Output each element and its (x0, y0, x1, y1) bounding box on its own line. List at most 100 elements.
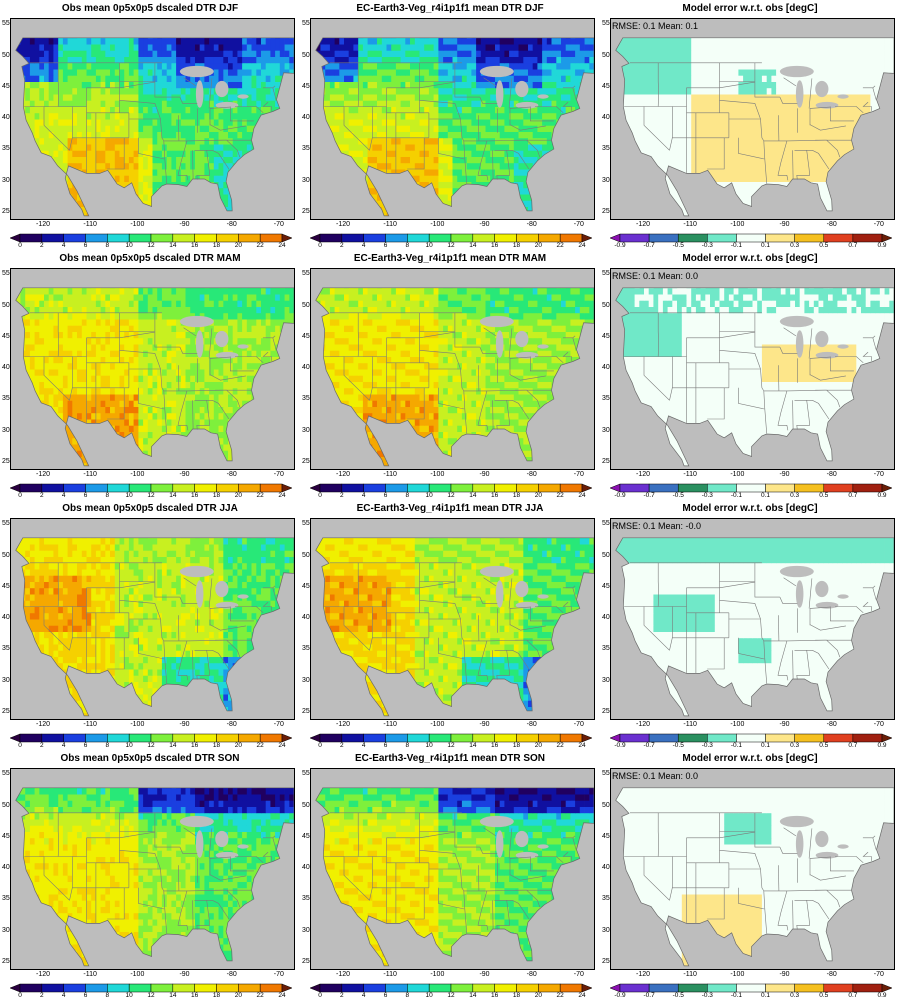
colorbar-tick-label: 10 (119, 742, 139, 749)
colorbar-tick-label: 4 (54, 242, 74, 249)
lat-tick-label: 25 (602, 208, 610, 215)
colorbar-tick-label: 22 (550, 992, 570, 999)
lat-tick-label: 40 (302, 614, 310, 621)
colorbar-swatch (494, 983, 517, 993)
colorbar-swatch (648, 733, 679, 743)
lon-tick-label: -100 (122, 971, 152, 978)
lake (479, 315, 514, 328)
map-frame (10, 518, 295, 720)
colorbar-tick-label: 4 (354, 742, 374, 749)
lake (537, 844, 549, 849)
map-frame: RMSE: 0.1 Mean: 0.0 (610, 768, 895, 970)
colorbar-swatch (450, 483, 474, 493)
colorbar-swatch (259, 233, 283, 243)
lake (815, 330, 829, 348)
lon-tick-label: -70 (864, 221, 894, 228)
colorbar-tick-label: 10 (419, 992, 439, 999)
lat-tick-label: 40 (302, 864, 310, 871)
colorbar-tick-label: -0.1 (726, 992, 746, 999)
colorbar-tick-label: 14 (463, 742, 483, 749)
lake (515, 830, 529, 848)
lat-tick-label: 55 (2, 770, 10, 777)
colorbar-swatch (281, 483, 293, 493)
lat-tick-label: 35 (302, 895, 310, 902)
colorbar (9, 983, 293, 993)
colorbar-tick-label: 20 (528, 242, 548, 249)
colorbar-tick-label: 20 (528, 742, 548, 749)
lat-tick-label: 35 (302, 395, 310, 402)
lat-tick-label: 35 (2, 645, 10, 652)
colorbar-swatch (63, 733, 86, 743)
panel-title: EC-Earth3-Veg_r4i1p1f1 mean DTR SON (300, 753, 600, 764)
colorbar-tick-label: 0.1 (756, 742, 776, 749)
colorbar-tick-label: -0.5 (668, 492, 688, 499)
colorbar-swatch (41, 233, 64, 243)
lake (779, 815, 814, 828)
colorbar-swatch (881, 983, 893, 993)
colorbar-swatch (852, 733, 883, 743)
colorbar-tick-label: 22 (250, 242, 270, 249)
colorbar-swatch (341, 233, 364, 243)
colorbar-tick-label: 2 (332, 742, 352, 749)
colorbar-swatch (281, 233, 293, 243)
colorbar-swatch (677, 233, 708, 243)
colorbar-swatch (216, 483, 239, 493)
map-canvas (315, 37, 594, 217)
colorbar-tick-label: 6 (376, 242, 396, 249)
colorbar-tick-label: 16 (185, 492, 205, 499)
lake (237, 344, 249, 349)
colorbar-tick-label: 22 (250, 492, 270, 499)
colorbar-tick-label: 18 (207, 492, 227, 499)
lon-tick-label: -120 (628, 721, 658, 728)
colorbar-tick-label: 18 (507, 742, 527, 749)
colorbar-swatch (881, 733, 893, 743)
lat-tick-label: 45 (602, 83, 610, 90)
lat-tick-label: 30 (2, 927, 10, 934)
lat-tick-label: 25 (602, 708, 610, 715)
panel-title: EC-Earth3-Veg_r4i1p1f1 mean DTR DJF (300, 3, 600, 14)
lake (195, 80, 204, 108)
lake (179, 815, 214, 828)
lake (479, 815, 514, 828)
colorbar-tick-label: 24 (572, 242, 592, 249)
lat-tick-label: 45 (2, 833, 10, 840)
lake (837, 844, 849, 849)
colorbar-tick-label: 0.1 (756, 242, 776, 249)
lat-tick-label: 30 (302, 427, 310, 434)
map-panel-r0c2: Model error w.r.t. obs [degC] RMSE: 0.1 M… (600, 0, 900, 250)
lon-tick-label: -110 (675, 471, 705, 478)
lat-tick-label: 50 (602, 52, 610, 59)
lon-tick-label: -70 (864, 971, 894, 978)
colorbar-swatch (516, 233, 539, 243)
colorbar-swatch (216, 233, 239, 243)
lat-tick-label: 50 (302, 52, 310, 59)
lon-tick-label: -80 (217, 971, 247, 978)
colorbar-swatch (407, 233, 430, 243)
colorbar-swatch (648, 233, 679, 243)
colorbar-swatch (516, 483, 539, 493)
map-frame (310, 768, 595, 970)
colorbar-swatch (765, 733, 795, 743)
lon-tick-label: -90 (470, 721, 500, 728)
lon-tick-label: -110 (75, 971, 105, 978)
colorbar-swatch (581, 983, 593, 993)
lat-tick-label: 40 (602, 614, 610, 621)
colorbar-swatch (881, 483, 893, 493)
lat-tick-label: 55 (2, 20, 10, 27)
lake (837, 594, 849, 599)
panel-title: Model error w.r.t. obs [degC] (600, 253, 900, 264)
colorbar-swatch (881, 233, 893, 243)
map-panel-r1c2: Model error w.r.t. obs [degC] RMSE: 0.1 M… (600, 250, 900, 500)
lake (537, 344, 549, 349)
colorbar-tick-label: 4 (354, 992, 374, 999)
colorbar-tick-label: 22 (550, 742, 570, 749)
colorbar-swatch (41, 733, 64, 743)
lat-tick-label: 35 (602, 895, 610, 902)
colorbar-swatch (428, 733, 452, 743)
colorbar-swatch (538, 733, 561, 743)
colorbar-tick-label: 12 (141, 242, 161, 249)
colorbar-swatch (538, 483, 561, 493)
map-canvas (615, 37, 894, 217)
lake (237, 594, 249, 599)
lon-tick-label: -110 (75, 471, 105, 478)
